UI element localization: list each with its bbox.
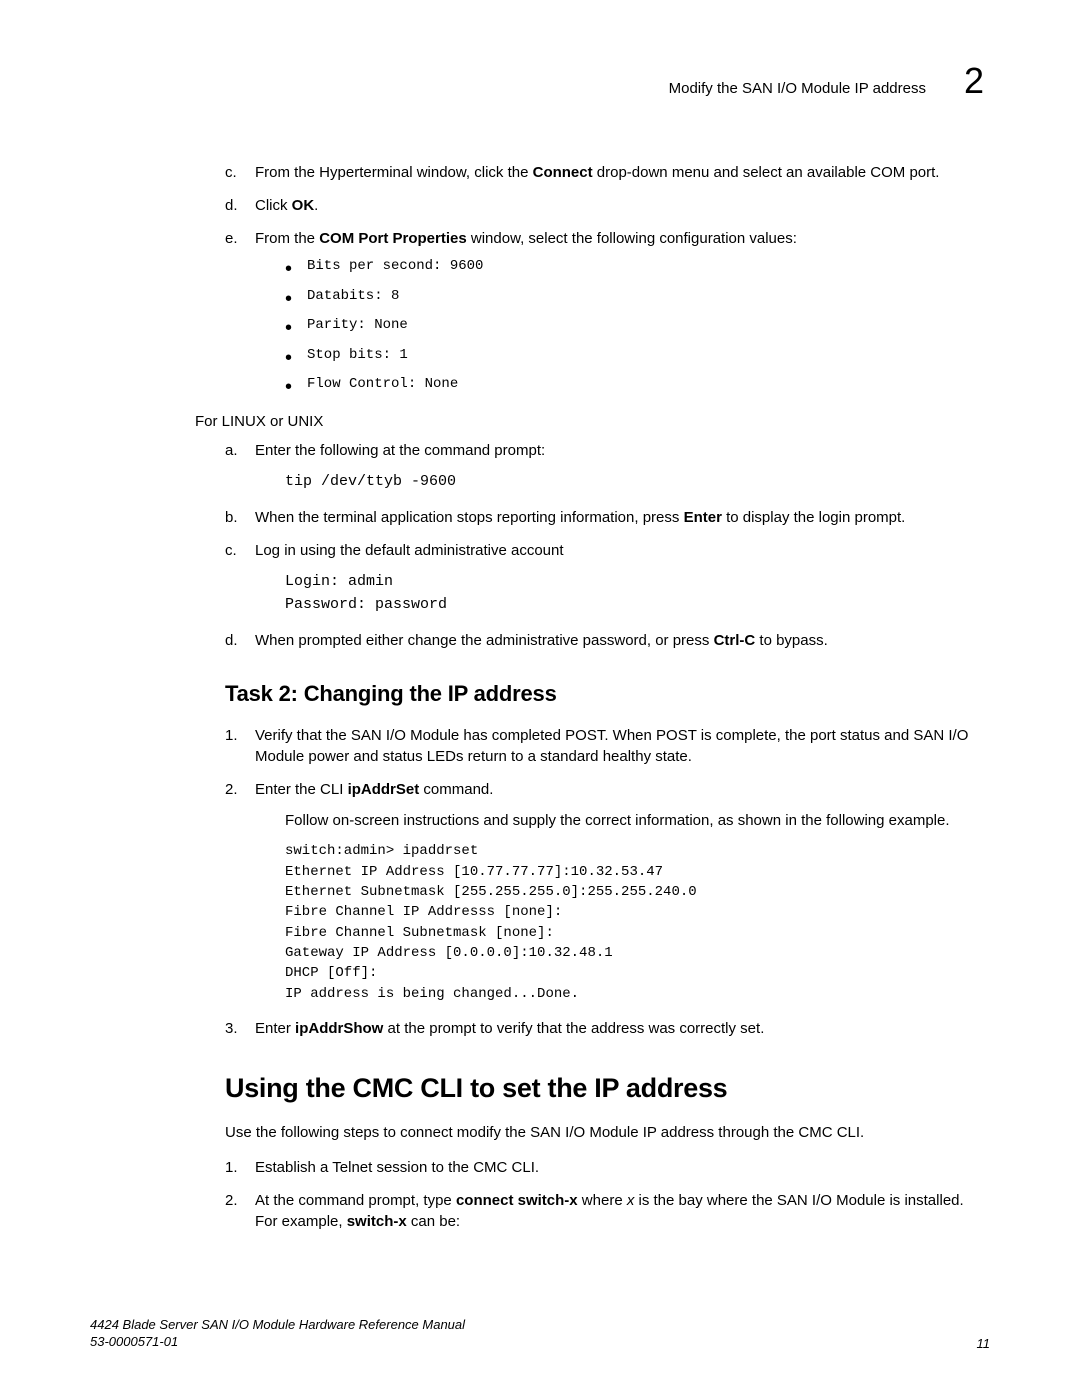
step-text: When prompted either change the administ…	[255, 632, 828, 649]
step-text: Click OK.	[255, 197, 318, 214]
cmc-step-2: 2. At the command prompt, type connect s…	[225, 1190, 980, 1232]
step-marker: 2.	[225, 1190, 238, 1211]
header-chapter-number: 2	[964, 60, 984, 102]
step-marker: c.	[225, 162, 237, 183]
linux-unix-label: For LINUX or UNIX	[195, 413, 980, 430]
step-marker: e.	[225, 228, 238, 249]
cmc-step-1: 1. Establish a Telnet session to the CMC…	[225, 1157, 980, 1178]
step-marker: d.	[225, 195, 238, 216]
footer-page-number: 11	[977, 1336, 991, 1351]
linux-step-b: b. When the terminal application stops r…	[225, 507, 980, 528]
com-value: Stop bits: 1	[285, 346, 980, 366]
step-text: From the Hyperterminal window, click the…	[255, 164, 939, 181]
footer-left: 4424 Blade Server SAN I/O Module Hardwar…	[90, 1316, 465, 1351]
step-text: When the terminal application stops repo…	[255, 509, 905, 526]
com-value: Bits per second: 9600	[285, 257, 980, 277]
cmc-heading: Using the CMC CLI to set the IP address	[225, 1073, 980, 1104]
linux-step-c: c. Log in using the default administrati…	[225, 540, 980, 616]
code-ipaddrset: switch:admin> ipaddrset Ethernet IP Addr…	[285, 841, 980, 1003]
step-text: Enter the following at the command promp…	[255, 442, 545, 459]
com-value: Parity: None	[285, 316, 980, 336]
step-text: Enter the CLI ipAddrSet command.	[255, 781, 493, 798]
code-login: Login: admin Password: password	[285, 571, 980, 616]
step-text: Establish a Telnet session to the CMC CL…	[255, 1159, 539, 1176]
linux-step-a: a. Enter the following at the command pr…	[225, 440, 980, 494]
linux-step-d: d. When prompted either change the admin…	[225, 630, 980, 651]
task2-step-1: 1. Verify that the SAN I/O Module has co…	[225, 725, 980, 767]
step-marker: 2.	[225, 779, 238, 800]
footer-book-title: 4424 Blade Server SAN I/O Module Hardwar…	[90, 1316, 465, 1334]
com-values-list: Bits per second: 9600 Databits: 8 Parity…	[285, 257, 980, 395]
step-marker: d.	[225, 630, 238, 651]
step-marker: 1.	[225, 1157, 238, 1178]
step-text: Log in using the default administrative …	[255, 542, 564, 559]
task2-step-3: 3. Enter ipAddrShow at the prompt to ver…	[225, 1018, 980, 1039]
step-marker: 3.	[225, 1018, 238, 1039]
step-e: e. From the COM Port Properties window, …	[225, 228, 980, 395]
steps-c-to-e: c. From the Hyperterminal window, click …	[225, 162, 980, 395]
step-marker: c.	[225, 540, 237, 561]
cmc-steps: 1. Establish a Telnet session to the CMC…	[225, 1157, 980, 1232]
task2-steps: 1. Verify that the SAN I/O Module has co…	[225, 725, 980, 1038]
cmc-intro: Use the following steps to connect modif…	[225, 1122, 980, 1143]
linux-steps: a. Enter the following at the command pr…	[225, 440, 980, 652]
page-content: c. From the Hyperterminal window, click …	[225, 162, 980, 1232]
step-marker: b.	[225, 507, 238, 528]
step-text: Enter ipAddrShow at the prompt to verify…	[255, 1020, 764, 1037]
step-text: From the COM Port Properties window, sel…	[255, 230, 797, 247]
step-c: c. From the Hyperterminal window, click …	[225, 162, 980, 183]
step-text: At the command prompt, type connect swit…	[255, 1192, 964, 1230]
com-value: Flow Control: None	[285, 375, 980, 395]
page-footer: 4424 Blade Server SAN I/O Module Hardwar…	[90, 1316, 990, 1351]
step-marker: a.	[225, 440, 238, 461]
step-text: Verify that the SAN I/O Module has compl…	[255, 727, 968, 765]
footer-doc-number: 53-0000571-01	[90, 1333, 465, 1351]
page-header: Modify the SAN I/O Module IP address 2	[90, 60, 990, 102]
code-tip: tip /dev/ttyb -9600	[285, 471, 980, 494]
task2-follow: Follow on-screen instructions and supply…	[285, 810, 980, 831]
header-title: Modify the SAN I/O Module IP address	[669, 80, 926, 97]
task2-heading: Task 2: Changing the IP address	[225, 681, 980, 707]
com-value: Databits: 8	[285, 287, 980, 307]
task2-step-2: 2. Enter the CLI ipAddrSet command. Foll…	[225, 779, 980, 1003]
step-d: d. Click OK.	[225, 195, 980, 216]
step-marker: 1.	[225, 725, 238, 746]
